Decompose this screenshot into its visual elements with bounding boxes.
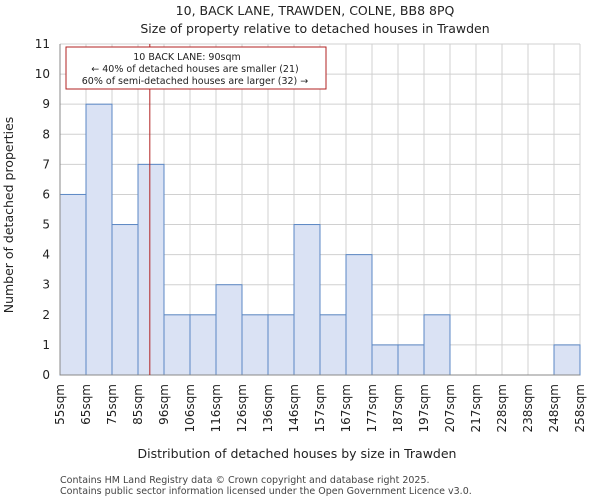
y-tick-label: 2 (42, 308, 50, 322)
x-tick-label: 258sqm (573, 384, 587, 432)
x-tick-label: 177sqm (365, 384, 379, 432)
x-tick-label: 228sqm (495, 384, 509, 432)
y-tick-label: 0 (42, 368, 50, 382)
y-tick-label: 8 (42, 127, 50, 141)
y-tick-label: 5 (42, 218, 50, 232)
x-tick-labels: 55sqm 65sqm 75sqm 85sqm 96sqm 106sqm 116sqm 126… (53, 384, 587, 432)
bars (59, 103, 581, 376)
bar (423, 314, 451, 376)
y-tick-label: 7 (42, 157, 50, 171)
y-tick-label: 6 (42, 187, 50, 201)
bar (111, 224, 139, 376)
x-tick-label: 65sqm (79, 384, 93, 425)
bar (371, 344, 399, 376)
x-axis-label: Distribution of detached houses by size … (138, 446, 457, 461)
x-tick-label: 157sqm (313, 384, 327, 432)
bar (189, 314, 217, 376)
bar (397, 344, 425, 376)
x-tick-label: 167sqm (339, 384, 353, 432)
x-tick-label: 207sqm (443, 384, 457, 432)
x-tick-label: 238sqm (521, 384, 535, 432)
y-tick-label: 11 (35, 37, 50, 51)
x-tick-label: 96sqm (157, 384, 171, 425)
x-tick-label: 126sqm (235, 384, 249, 432)
bar (267, 314, 295, 376)
bar (85, 103, 113, 376)
footer-line-2: Contains public sector information licen… (60, 486, 472, 497)
bar (319, 314, 347, 376)
bar (553, 344, 581, 376)
x-tick-label: 136sqm (261, 384, 275, 432)
annotation-line-2: ← 40% of detached houses are smaller (21… (91, 64, 298, 75)
footer-line-1: Contains HM Land Registry data © Crown c… (60, 475, 430, 486)
y-axis-label: Number of detached properties (1, 117, 16, 314)
bar (241, 314, 269, 376)
chart-title: 10, BACK LANE, TRAWDEN, COLNE, BB8 8PQ (176, 3, 455, 18)
annotation-line-3: 60% of semi-detached houses are larger (… (82, 76, 309, 87)
bar (59, 193, 87, 376)
x-tick-label: 197sqm (417, 384, 431, 432)
chart-subtitle: Size of property relative to detached ho… (140, 21, 489, 36)
y-tick-label: 3 (42, 278, 50, 292)
x-tick-label: 75sqm (105, 384, 119, 425)
y-tick-label: 10 (35, 67, 50, 81)
x-tick-label: 106sqm (183, 384, 197, 432)
x-tick-label: 116sqm (209, 384, 223, 432)
bar (293, 224, 321, 376)
x-tick-label: 187sqm (391, 384, 405, 432)
y-tick-labels: 0 1 2 3 4 5 6 7 8 9 10 11 (35, 37, 50, 382)
y-tick-label: 1 (42, 338, 50, 352)
bar (345, 254, 373, 376)
y-tick-label: 4 (42, 248, 50, 262)
bar (215, 284, 243, 376)
x-tick-label: 85sqm (131, 384, 145, 425)
x-tick-label: 55sqm (53, 384, 67, 425)
axes (59, 44, 580, 376)
annotation-box: 10 BACK LANE: 90sqm ← 40% of detached ho… (65, 46, 327, 90)
x-tick-label: 248sqm (547, 384, 561, 432)
annotation-line-1: 10 BACK LANE: 90sqm (133, 52, 241, 63)
x-tick-label: 217sqm (469, 384, 483, 432)
bar (163, 314, 191, 376)
x-tick-label: 146sqm (287, 384, 301, 432)
bar (137, 163, 165, 376)
y-tick-label: 9 (42, 97, 50, 111)
